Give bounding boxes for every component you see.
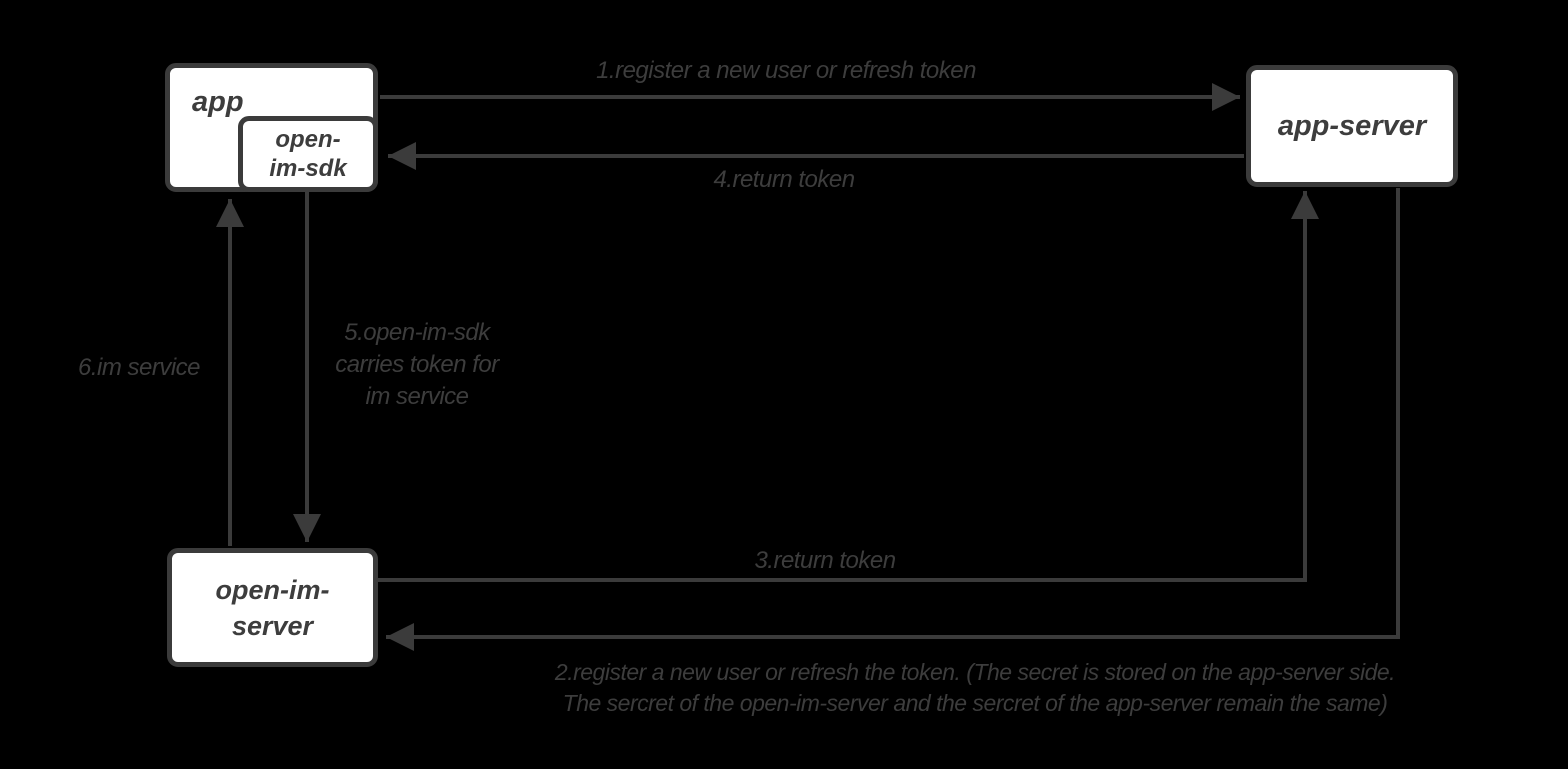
node-open-im-server: open-im- server: [167, 548, 378, 667]
node-app-label: app: [192, 86, 244, 118]
edge-5-label-line3: im service: [365, 383, 469, 410]
edge-4-label: 4.return token: [713, 166, 855, 193]
node-open-im-server-label-line2: server: [231, 610, 314, 641]
edge-2-label-line1: 2.register a new user or refresh the tok…: [554, 659, 1396, 685]
edge-3-return-token-arrow: [378, 191, 1319, 582]
edge-1-label: 1.register a new user or refresh token: [596, 57, 976, 84]
node-app-server: app-server: [1246, 65, 1458, 187]
edge-3-label: 3.return token: [754, 547, 896, 574]
edge-2-label: 2.register a new user or refresh the tok…: [405, 657, 1545, 719]
node-open-im-sdk-label-line1: open-: [275, 126, 341, 153]
node-open-im-sdk: open- im-sdk: [238, 116, 378, 192]
edge-5-label-line1: 5.open-im-sdk: [344, 319, 490, 346]
edge-2-label-line2: The sercret of the open-im-server and th…: [562, 690, 1388, 716]
edge-2-register-arrow: [386, 188, 1400, 651]
node-app-server-label: app-server: [1277, 109, 1427, 142]
edge-6-label: 6.im service: [77, 354, 201, 381]
node-open-im-server-label-line1: open-im-: [215, 574, 330, 605]
node-open-im-sdk-label-line2: im-sdk: [269, 155, 347, 182]
edge-5-label-line2: carries token for: [335, 351, 499, 378]
edge-5-label: 5.open-im-sdk carries token for im servi…: [297, 317, 537, 413]
